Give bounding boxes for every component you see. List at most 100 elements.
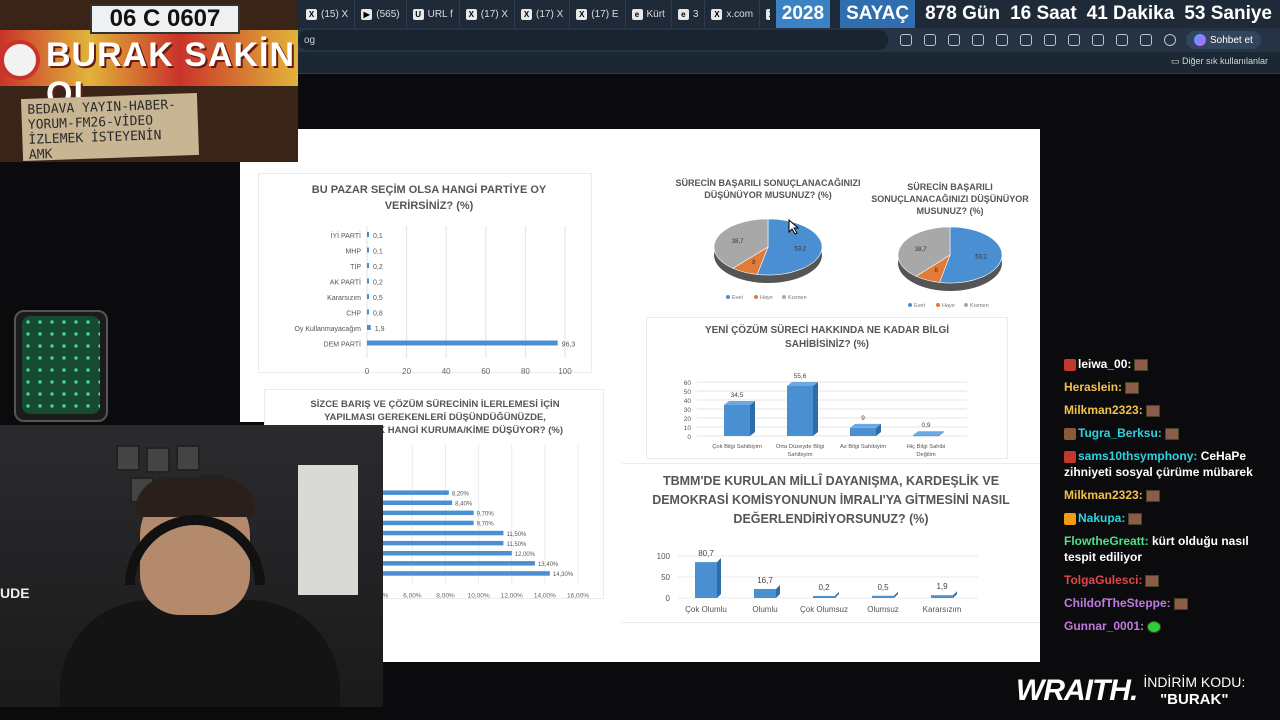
chat-username[interactable]: Heraslein: xyxy=(1064,380,1123,394)
presentation-slide: BU PAZAR SEÇİM OLSA HANGİ PARTİYE OY VER… xyxy=(258,129,1040,662)
tab-label: x.com xyxy=(726,8,754,20)
other-bookmarks-label: Diğer sık kullanılanlar xyxy=(1181,56,1268,66)
data-label: 38,7 xyxy=(915,247,927,253)
tick-label: 20 xyxy=(684,416,692,423)
copilot-icon xyxy=(1194,34,1206,46)
browser-tab[interactable]: U URL f xyxy=(407,0,460,28)
chat-message: leiwa_00: xyxy=(1064,356,1274,372)
split-screen-icon[interactable] xyxy=(1044,34,1056,46)
data-label: 0,2 xyxy=(373,280,383,287)
data-label: 34,5 xyxy=(731,392,744,399)
chart-title: SÜRECİN BAŞARILI SONUÇLANACAĞINIZI DÜŞÜN… xyxy=(871,182,1029,216)
chat-message: FlowtheGreatt: kürt olduğu nasıl tespit … xyxy=(1064,533,1274,565)
browser-tab[interactable]: e Kürt xyxy=(626,0,672,28)
category-label: Kararsızım xyxy=(923,605,962,614)
chart-title: YENİ ÇÖZÜM SÜRECİ HAKKINDA NE KADAR BİLG… xyxy=(704,325,950,350)
category-label: Çok Olumlu xyxy=(685,605,727,614)
tab-favicon-icon: e xyxy=(677,8,689,20)
browser-tab[interactable]: ▶ (565) xyxy=(355,0,407,28)
tick-label: 16,00% xyxy=(567,592,589,599)
chat-button-label: Sohbet et xyxy=(1210,34,1253,46)
category-label: Az Bilgi Sahibiyim xyxy=(840,444,886,450)
counter-minutes: 41 Dakika xyxy=(1086,3,1175,24)
category-label: Olumlu xyxy=(752,605,777,614)
address-field[interactable]: og xyxy=(298,30,888,50)
browser-tab[interactable]: X (17) X xyxy=(460,0,516,28)
bar xyxy=(787,385,813,436)
extension-icon[interactable] xyxy=(1020,34,1032,46)
browser-tab[interactable]: X (15) X xyxy=(300,0,356,28)
settings-icon[interactable] xyxy=(1068,34,1080,46)
bar xyxy=(724,404,750,436)
tick-label: 50 xyxy=(684,389,692,396)
chat-username[interactable]: leiwa_00: xyxy=(1078,357,1132,371)
bar xyxy=(313,561,535,566)
category-label: Sahibiyim xyxy=(787,452,812,458)
tick-label: 10,00% xyxy=(468,592,490,599)
chat-username[interactable]: FlowtheGreatt: xyxy=(1064,534,1149,548)
tick-label: 50 xyxy=(661,573,670,582)
category-label: İYİ PARTİ xyxy=(331,231,362,240)
chart-title: TBMM'DE KURULAN MİLLÎ DAYANIŞMA, KARDEŞL… xyxy=(652,474,1010,526)
extension-icon[interactable] xyxy=(996,34,1008,46)
bar-top xyxy=(787,381,818,386)
chat-message: TolgaGulesci: xyxy=(1064,572,1274,588)
other-bookmarks-link[interactable]: ▭ Diğer sık kullanılanlar xyxy=(1171,56,1268,67)
extension-icon[interactable] xyxy=(948,34,960,46)
chat-username[interactable]: Nakupa: xyxy=(1078,511,1126,525)
chart-success-pie-1: SÜRECİN BAŞARILI SONUÇLANACAĞINIZI DÜŞÜN… xyxy=(670,169,866,309)
pepe-emote-icon xyxy=(1173,597,1188,610)
chat-username[interactable]: TolgaGulesci: xyxy=(1064,573,1143,587)
chat-username[interactable]: Tugra_Berksu: xyxy=(1078,426,1162,440)
chat-text: kürt olduğu nasıl tespit ediliyor xyxy=(1064,534,1249,564)
bar xyxy=(695,562,717,598)
chat-username[interactable]: ChildofTheSteppe: xyxy=(1064,596,1171,610)
chat-message: Gunnar_0001: xyxy=(1064,618,1274,634)
data-label: 0,1 xyxy=(373,249,383,256)
tick-label: 40 xyxy=(442,367,451,374)
bar xyxy=(367,263,369,268)
legend-label: Kısmen xyxy=(970,303,989,309)
legend-label: Evet xyxy=(914,303,925,309)
chat-text: CeHaPe zihniyeti sosyal çürüme mübarek xyxy=(1064,449,1253,479)
favorite-star-icon[interactable] xyxy=(900,34,912,46)
pepe-emote-icon xyxy=(1164,427,1179,440)
chat-username[interactable]: sams10thsymphony: xyxy=(1078,449,1198,463)
data-label: 96,3 xyxy=(562,342,576,349)
legend-swatch xyxy=(782,295,786,299)
chart-success-pie-2: SÜRECİN BAŞARILI SONUÇLANACAĞINIZI DÜŞÜN… xyxy=(860,173,1040,313)
bar-side xyxy=(750,400,755,436)
browser-tab[interactable]: X (17) E xyxy=(570,0,626,28)
more-icon[interactable] xyxy=(1140,34,1152,46)
favorites-icon[interactable] xyxy=(1092,34,1104,46)
candy-jar-animation xyxy=(14,310,108,422)
tick-label: 6,00% xyxy=(403,592,422,599)
tab-label: 3 xyxy=(692,8,699,20)
legend-label: Hayır xyxy=(942,303,955,309)
copilot-chat-button[interactable]: Sohbet et xyxy=(1186,31,1261,49)
chat-username[interactable]: Milkman2323: xyxy=(1064,488,1143,502)
category-label: Oy Kullanmayacağım xyxy=(294,326,361,333)
bar-side xyxy=(835,591,839,598)
bar-side xyxy=(776,584,780,598)
user-badge-icon xyxy=(1064,427,1076,440)
sponsor-code-block: İNDİRİM KODU: "BURAK" xyxy=(1143,674,1245,708)
data-label: 16,7 xyxy=(757,576,773,585)
extension-icon[interactable] xyxy=(924,34,936,46)
data-label: 0,1 xyxy=(373,233,383,240)
profile-avatar-icon[interactable] xyxy=(1164,34,1176,46)
bookmarks-bar: ▭ Diğer sık kullanılanlar xyxy=(298,52,1280,74)
data-label: 0,5 xyxy=(373,295,383,302)
bar xyxy=(367,232,369,237)
extension-icon[interactable] xyxy=(972,34,984,46)
user-badge-icon xyxy=(1064,512,1076,525)
chart-title: SÜRECİN BAŞARILI SONUÇLANACAĞINIZI DÜŞÜN… xyxy=(675,178,861,200)
chat-username[interactable]: Milkman2323: xyxy=(1064,403,1143,417)
chat-username[interactable]: Gunnar_0001: xyxy=(1064,619,1145,633)
collections-icon[interactable] xyxy=(1116,34,1128,46)
category-label: Kararsızım xyxy=(327,295,361,302)
category-label: MHP xyxy=(345,249,361,256)
browser-tab[interactable]: X (17) X xyxy=(515,0,571,28)
